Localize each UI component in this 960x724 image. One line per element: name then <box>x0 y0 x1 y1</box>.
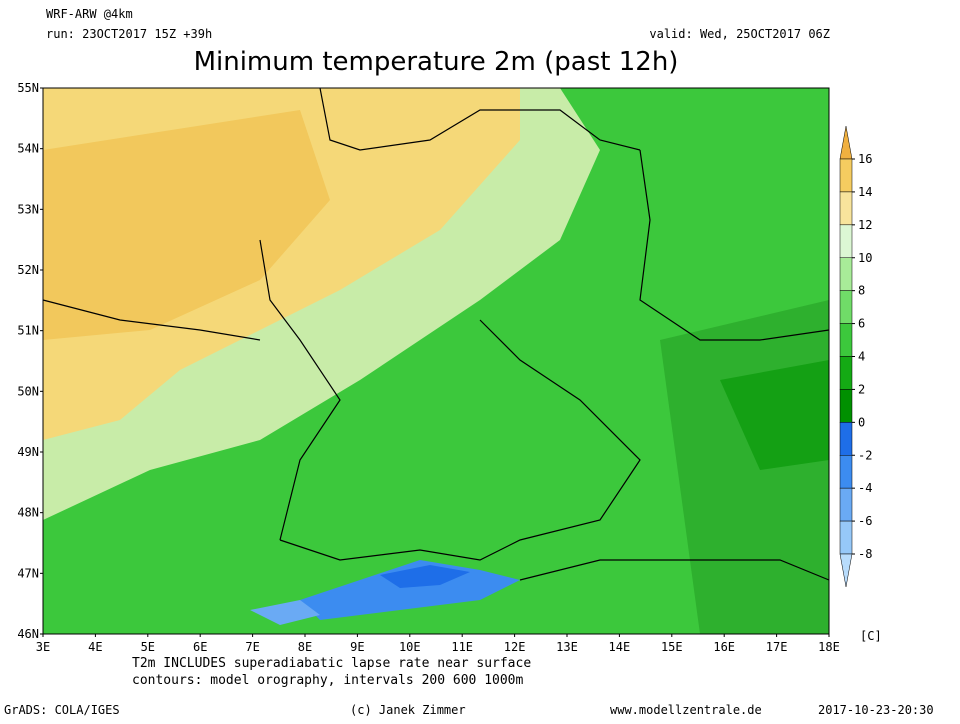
colorbar-bin <box>839 356 853 390</box>
colorbar-label: 0 <box>858 415 865 429</box>
note: T2m INCLUDES superadiabatic lapse rate n… <box>132 656 531 671</box>
lat-label: 51N <box>17 324 39 338</box>
lat-label: 53N <box>17 202 39 216</box>
footer-date: 2017-10-23-20:30 <box>818 703 934 717</box>
colorbar-bin <box>839 455 853 489</box>
colorbar-label: 16 <box>858 152 872 166</box>
footer-left: GrADS: COLA/IGES <box>4 703 120 717</box>
lat-label: 52N <box>17 263 39 277</box>
colorbar-label: 14 <box>858 185 872 199</box>
temperature-field <box>43 88 829 634</box>
colorbar-label: 12 <box>858 218 872 232</box>
colorbar-label: 4 <box>858 350 865 364</box>
lat-label: 49N <box>17 445 39 459</box>
colorbar-bin <box>839 487 853 522</box>
colorbar-bin <box>839 389 853 423</box>
run-label: run: 23OCT2017 15Z +39h <box>46 27 212 41</box>
map-title: Minimum temperature 2m (past 12h) <box>194 47 679 77</box>
footer-url: www.modellzentrale.de <box>610 703 762 717</box>
colorbar-bin <box>839 520 853 555</box>
lon-label: 5E <box>141 640 155 654</box>
lat-label: 48N <box>17 506 39 520</box>
footer-center: (c) Janek Zimmer <box>350 703 466 717</box>
lat-label: 46N <box>17 627 39 641</box>
lat-label: 47N <box>17 566 39 580</box>
colorbar-bin <box>839 224 853 258</box>
lon-label: 6E <box>193 640 207 654</box>
map-frame <box>42 87 830 635</box>
lat-label: 50N <box>17 384 39 398</box>
model-label: WRF-ARW @4km <box>46 7 133 21</box>
borders <box>42 87 830 581</box>
lon-label: 8E <box>298 640 312 654</box>
colorbar-bin <box>839 257 853 291</box>
lon-label: 12E <box>504 640 526 654</box>
colorbar-label: -4 <box>858 481 872 495</box>
colorbar-bin <box>839 323 853 357</box>
lat-label: 54N <box>17 142 39 156</box>
lon-label: 13E <box>556 640 578 654</box>
colorbar: 16 14 12 10 8 6 4 2 0 -2 -4 -6 -8 <box>839 126 872 587</box>
colorbar-bin <box>839 290 853 324</box>
note: contours: model orography, intervals 200… <box>132 673 524 688</box>
colorbar-label: 8 <box>858 284 865 298</box>
lon-label: 3E <box>36 640 50 654</box>
colorbar-label: -8 <box>858 547 872 561</box>
colorbar-label: 6 <box>858 317 865 331</box>
lon-label: 18E <box>818 640 840 654</box>
lon-label: 9E <box>350 640 364 654</box>
lon-label: 16E <box>713 640 735 654</box>
lon-label: 7E <box>245 640 259 654</box>
lon-label: 4E <box>88 640 102 654</box>
colorbar-label: -6 <box>858 514 872 528</box>
colorbar-label: 2 <box>858 382 865 396</box>
lon-label: 15E <box>661 640 683 654</box>
lon-label: 10E <box>399 640 421 654</box>
lon-label: 17E <box>766 640 788 654</box>
colorbar-label: -2 <box>858 448 872 462</box>
valid-label: valid: Wed, 25OCT2017 06Z <box>649 27 830 41</box>
colorbar-label: 10 <box>858 251 872 265</box>
colorbar-bin <box>839 191 853 226</box>
colorbar-bin <box>839 158 853 193</box>
lon-label: 14E <box>609 640 631 654</box>
lat-label: 55N <box>17 81 39 95</box>
colorbar-bin <box>839 422 853 456</box>
unit-label: [C] <box>860 629 882 643</box>
colorbar-cap <box>839 553 853 587</box>
colorbar-cap <box>839 126 853 160</box>
lon-label: 11E <box>451 640 473 654</box>
